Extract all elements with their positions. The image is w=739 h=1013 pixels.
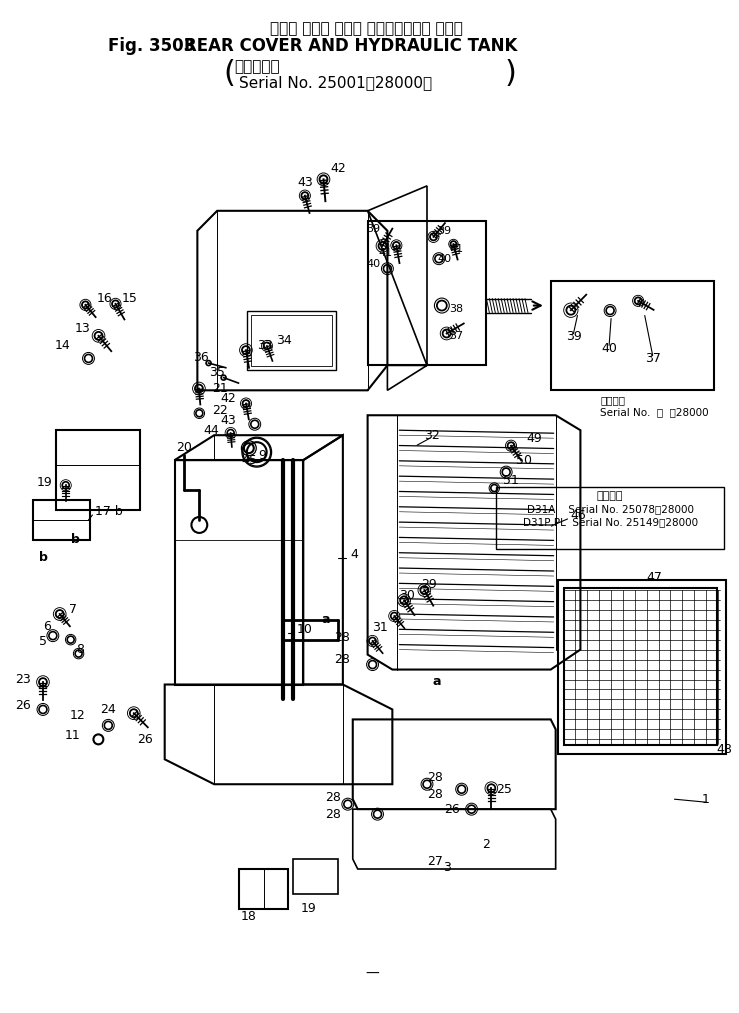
Text: 35: 35 (209, 366, 225, 379)
Text: 26: 26 (16, 699, 31, 712)
Text: 28: 28 (325, 807, 341, 821)
Text: 40: 40 (601, 342, 617, 355)
Text: 41: 41 (378, 248, 392, 257)
Text: 37: 37 (644, 352, 661, 365)
Text: 8: 8 (77, 643, 84, 656)
Text: 17 b: 17 b (95, 505, 123, 519)
Text: 51: 51 (503, 473, 519, 486)
Text: D31P,PL  Serial No. 25149～28000: D31P,PL Serial No. 25149～28000 (522, 517, 698, 527)
Bar (367, 221, 486, 366)
Text: 26: 26 (137, 732, 153, 746)
Text: 39: 39 (367, 224, 381, 234)
Text: 38: 38 (449, 304, 464, 314)
Text: 28: 28 (334, 631, 350, 644)
Text: 15: 15 (122, 292, 138, 305)
Text: 28: 28 (325, 791, 341, 803)
Text: 22: 22 (212, 404, 228, 416)
Text: 43: 43 (297, 176, 313, 189)
Text: a: a (321, 613, 330, 626)
Bar (558, 579, 726, 755)
Text: 39: 39 (565, 330, 582, 343)
Text: 26: 26 (444, 802, 460, 815)
Text: 適用号機: 適用号機 (600, 395, 625, 405)
Text: Serial No.  ・  ～28000: Serial No. ・ ～28000 (600, 407, 709, 417)
Text: 適用号機: 適用号機 (597, 491, 624, 501)
Bar (251, 314, 332, 367)
Text: b: b (38, 551, 47, 564)
Text: 25: 25 (497, 783, 512, 796)
Text: 19: 19 (37, 475, 53, 488)
Text: 31: 31 (372, 621, 387, 634)
Text: 30: 30 (399, 590, 415, 603)
Text: 24: 24 (101, 703, 116, 716)
Text: 42: 42 (330, 162, 346, 175)
Text: 28: 28 (427, 788, 443, 800)
Text: 46: 46 (571, 510, 586, 523)
Text: 39: 39 (437, 226, 451, 236)
Text: 21: 21 (212, 382, 228, 395)
Text: リヤー カバー および ハイドロリック タンク: リヤー カバー および ハイドロリック タンク (270, 21, 463, 36)
Text: 14: 14 (55, 339, 71, 352)
Text: 47: 47 (647, 571, 663, 585)
Bar (497, 487, 724, 549)
Text: 40: 40 (437, 253, 452, 263)
Text: （適用号機: （適用号機 (234, 59, 279, 74)
Text: 7: 7 (69, 603, 77, 616)
Text: 36: 36 (194, 350, 209, 364)
Text: 49: 49 (526, 432, 542, 445)
Text: 5: 5 (39, 635, 47, 648)
Text: 28: 28 (334, 653, 350, 667)
Text: 16: 16 (96, 292, 112, 305)
Bar (551, 281, 714, 390)
Text: —: — (366, 966, 379, 981)
Text: 43: 43 (220, 413, 236, 426)
Text: 41: 41 (449, 244, 464, 253)
Text: 45: 45 (241, 454, 256, 467)
Text: 48: 48 (716, 743, 732, 756)
Text: 28: 28 (427, 771, 443, 784)
Text: ): ) (504, 59, 516, 88)
Text: 9: 9 (259, 449, 267, 462)
Text: 10: 10 (296, 623, 312, 636)
Text: 2: 2 (483, 838, 490, 851)
Text: 27: 27 (427, 855, 443, 867)
Text: 1: 1 (701, 793, 709, 805)
Text: 37: 37 (449, 331, 464, 341)
Bar (564, 588, 717, 746)
Text: 12: 12 (69, 709, 86, 722)
Text: 20: 20 (177, 441, 192, 454)
Text: 3: 3 (443, 860, 451, 873)
Bar (56, 431, 140, 510)
Text: 4: 4 (351, 548, 358, 561)
Text: 50: 50 (516, 454, 532, 467)
Text: 6: 6 (43, 620, 51, 633)
Text: 42: 42 (220, 392, 236, 405)
Text: 18: 18 (241, 911, 256, 924)
Text: Serial No. 25001～28000）: Serial No. 25001～28000） (239, 75, 432, 90)
Text: 19: 19 (300, 903, 316, 916)
Text: (: ( (223, 59, 235, 88)
Text: Fig. 3503: Fig. 3503 (109, 37, 196, 56)
Text: 23: 23 (16, 673, 31, 686)
Text: 13: 13 (75, 322, 90, 335)
Text: 40: 40 (367, 258, 381, 268)
Text: 34: 34 (276, 334, 293, 347)
Text: 29: 29 (421, 578, 437, 592)
Text: 11: 11 (65, 729, 81, 742)
Text: 44: 44 (203, 423, 219, 437)
Text: a: a (432, 675, 441, 688)
Text: b: b (71, 534, 80, 546)
Text: D31A    Serial No. 25078～28000: D31A Serial No. 25078～28000 (527, 504, 694, 514)
Bar (247, 311, 336, 371)
Text: REAR COVER AND HYDRAULIC TANK: REAR COVER AND HYDRAULIC TANK (185, 37, 518, 56)
Text: 32: 32 (424, 428, 440, 442)
Text: 33: 33 (256, 339, 273, 352)
